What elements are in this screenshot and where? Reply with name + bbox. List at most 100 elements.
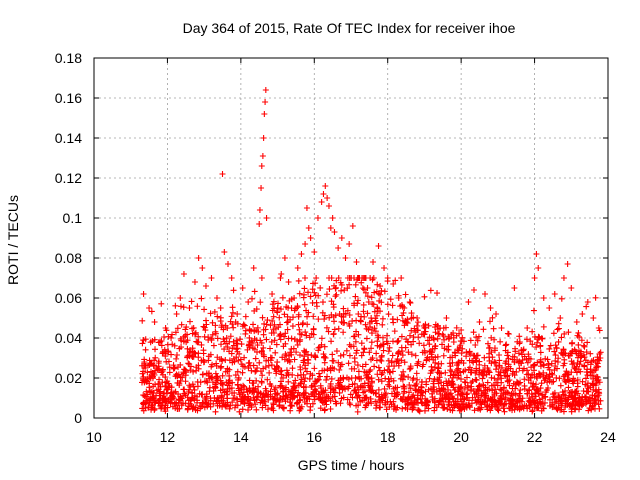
data-point bbox=[375, 334, 382, 341]
data-point bbox=[401, 305, 408, 311]
data-point bbox=[389, 316, 396, 323]
data-point bbox=[304, 321, 311, 328]
data-point bbox=[453, 324, 460, 331]
data-point bbox=[533, 405, 540, 412]
data-point bbox=[546, 345, 553, 352]
data-point bbox=[274, 363, 281, 370]
data-point bbox=[509, 398, 516, 405]
data-point bbox=[501, 401, 508, 408]
data-point bbox=[178, 337, 185, 344]
data-point bbox=[237, 356, 244, 363]
data-point bbox=[290, 345, 297, 352]
data-point bbox=[293, 399, 300, 406]
data-point bbox=[273, 370, 280, 377]
data-point bbox=[536, 371, 543, 378]
data-point bbox=[580, 342, 587, 349]
data-point bbox=[471, 352, 478, 359]
data-point bbox=[368, 318, 375, 325]
data-point bbox=[535, 336, 542, 343]
data-point bbox=[153, 387, 160, 394]
data-point bbox=[382, 399, 389, 406]
data-point bbox=[426, 348, 433, 355]
data-point bbox=[273, 341, 280, 348]
data-point bbox=[561, 356, 568, 363]
data-point bbox=[594, 374, 601, 381]
data-point bbox=[366, 368, 373, 375]
data-point bbox=[374, 304, 381, 311]
data-point bbox=[272, 390, 279, 397]
data-point bbox=[494, 405, 501, 412]
data-point bbox=[418, 379, 425, 386]
data-point bbox=[238, 386, 245, 393]
data-point bbox=[314, 377, 321, 384]
data-point bbox=[277, 275, 284, 281]
data-point bbox=[435, 365, 442, 372]
data-point bbox=[512, 345, 519, 352]
data-point bbox=[515, 350, 522, 357]
data-point bbox=[168, 335, 175, 341]
data-point bbox=[384, 332, 391, 339]
data-point bbox=[287, 402, 294, 409]
data-point bbox=[560, 391, 567, 398]
data-point bbox=[336, 366, 343, 373]
data-point bbox=[368, 388, 375, 395]
data-point bbox=[381, 265, 388, 271]
data-point bbox=[355, 368, 362, 375]
data-point bbox=[347, 401, 354, 408]
data-point bbox=[254, 342, 261, 349]
data-point bbox=[400, 368, 407, 375]
data-point bbox=[241, 354, 248, 361]
data-point bbox=[185, 360, 192, 367]
data-point bbox=[564, 261, 571, 267]
data-point bbox=[443, 346, 450, 353]
data-point bbox=[153, 364, 160, 371]
data-point bbox=[308, 391, 315, 398]
data-point bbox=[298, 331, 305, 338]
data-point bbox=[179, 374, 186, 381]
data-point bbox=[551, 291, 558, 297]
data-point bbox=[367, 366, 374, 373]
data-point bbox=[373, 402, 380, 409]
data-point bbox=[543, 387, 550, 394]
data-point bbox=[269, 291, 276, 297]
data-point bbox=[267, 345, 274, 352]
data-point bbox=[332, 293, 339, 300]
data-point bbox=[441, 404, 448, 411]
data-point bbox=[374, 308, 381, 315]
data-point bbox=[281, 333, 288, 340]
data-point bbox=[311, 289, 318, 296]
data-point bbox=[260, 326, 267, 333]
data-point bbox=[332, 284, 339, 291]
data-point bbox=[256, 221, 263, 227]
data-point bbox=[139, 340, 146, 347]
data-point bbox=[327, 225, 334, 231]
data-point bbox=[516, 404, 523, 411]
data-point bbox=[406, 382, 413, 389]
data-point bbox=[467, 337, 474, 344]
data-point bbox=[485, 369, 492, 376]
data-point bbox=[371, 289, 378, 296]
data-point bbox=[418, 384, 425, 391]
data-point bbox=[431, 345, 438, 352]
y-tick-label: 0.16 bbox=[55, 90, 82, 106]
data-point bbox=[173, 351, 180, 358]
data-point bbox=[391, 390, 398, 397]
data-point bbox=[463, 353, 470, 360]
data-point bbox=[454, 396, 461, 403]
data-point bbox=[421, 293, 428, 300]
data-point bbox=[182, 332, 189, 339]
x-tick-label: 14 bbox=[233, 429, 249, 445]
data-point bbox=[331, 326, 338, 333]
data-point bbox=[327, 389, 334, 396]
data-point bbox=[146, 384, 153, 391]
data-point bbox=[439, 341, 446, 348]
data-point bbox=[172, 373, 179, 380]
data-point bbox=[555, 355, 562, 362]
data-point bbox=[335, 359, 342, 366]
data-point bbox=[151, 405, 158, 412]
data-point bbox=[304, 313, 311, 320]
data-point bbox=[263, 336, 270, 343]
data-point bbox=[578, 337, 585, 344]
data-point bbox=[206, 388, 213, 395]
data-point bbox=[540, 323, 547, 330]
